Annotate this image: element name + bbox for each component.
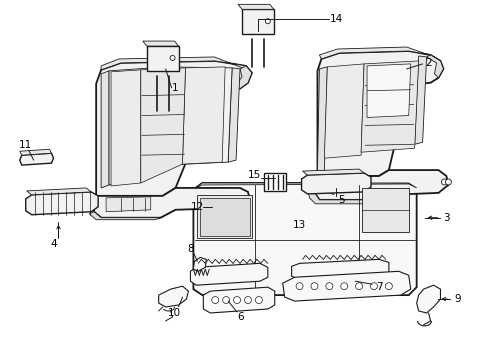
Polygon shape [360, 61, 418, 152]
Text: 5: 5 [337, 195, 344, 205]
Circle shape [244, 297, 251, 303]
Polygon shape [301, 173, 370, 194]
Text: 1: 1 [172, 83, 179, 93]
Polygon shape [319, 47, 440, 61]
Polygon shape [242, 9, 273, 34]
Polygon shape [89, 210, 175, 220]
Polygon shape [238, 4, 273, 9]
Polygon shape [282, 271, 410, 301]
Text: 9: 9 [453, 294, 460, 304]
Polygon shape [195, 183, 416, 188]
Polygon shape [264, 173, 285, 191]
Polygon shape [158, 286, 188, 307]
Polygon shape [101, 71, 109, 188]
Polygon shape [416, 285, 440, 313]
Circle shape [445, 179, 450, 185]
Text: 10: 10 [168, 308, 181, 318]
Circle shape [325, 283, 332, 290]
Polygon shape [291, 260, 388, 279]
Polygon shape [146, 46, 178, 71]
Text: 6: 6 [237, 312, 244, 322]
Polygon shape [193, 257, 206, 271]
Polygon shape [20, 149, 51, 155]
Polygon shape [142, 41, 178, 46]
Polygon shape [324, 64, 364, 158]
Polygon shape [193, 183, 416, 295]
Text: 13: 13 [292, 220, 305, 230]
Polygon shape [111, 70, 141, 186]
Circle shape [170, 55, 175, 60]
Text: 14: 14 [329, 14, 342, 24]
Circle shape [370, 283, 377, 290]
Circle shape [340, 283, 347, 290]
Polygon shape [361, 188, 408, 231]
Polygon shape [200, 198, 249, 235]
Polygon shape [307, 185, 378, 204]
Circle shape [233, 297, 240, 303]
Circle shape [355, 283, 362, 290]
Polygon shape [236, 66, 251, 89]
Text: 8: 8 [187, 244, 193, 255]
Text: 7: 7 [375, 282, 382, 292]
Polygon shape [414, 56, 426, 144]
Polygon shape [366, 64, 410, 117]
Polygon shape [313, 170, 447, 200]
Polygon shape [101, 57, 251, 73]
Circle shape [441, 179, 447, 185]
Polygon shape [426, 55, 443, 78]
Polygon shape [182, 67, 224, 164]
Circle shape [255, 297, 262, 303]
Polygon shape [27, 188, 91, 195]
Circle shape [296, 283, 303, 290]
Polygon shape [190, 264, 267, 285]
Polygon shape [302, 169, 364, 175]
Circle shape [265, 19, 270, 24]
Polygon shape [197, 195, 251, 238]
Polygon shape [317, 67, 326, 174]
Polygon shape [141, 68, 185, 183]
Polygon shape [228, 68, 240, 162]
Polygon shape [93, 188, 249, 218]
Polygon shape [96, 61, 251, 196]
Text: 15: 15 [248, 170, 261, 180]
Polygon shape [317, 51, 443, 176]
Text: 11: 11 [19, 140, 32, 150]
Circle shape [310, 283, 317, 290]
Polygon shape [109, 67, 232, 185]
Polygon shape [26, 192, 98, 215]
Polygon shape [20, 153, 53, 165]
Text: 3: 3 [442, 213, 449, 223]
Polygon shape [106, 197, 150, 212]
Circle shape [385, 283, 391, 290]
Polygon shape [203, 287, 274, 313]
Text: 12: 12 [190, 202, 203, 212]
Circle shape [222, 297, 229, 303]
Text: 4: 4 [50, 239, 57, 248]
Text: 2: 2 [425, 58, 431, 68]
Circle shape [211, 297, 218, 303]
